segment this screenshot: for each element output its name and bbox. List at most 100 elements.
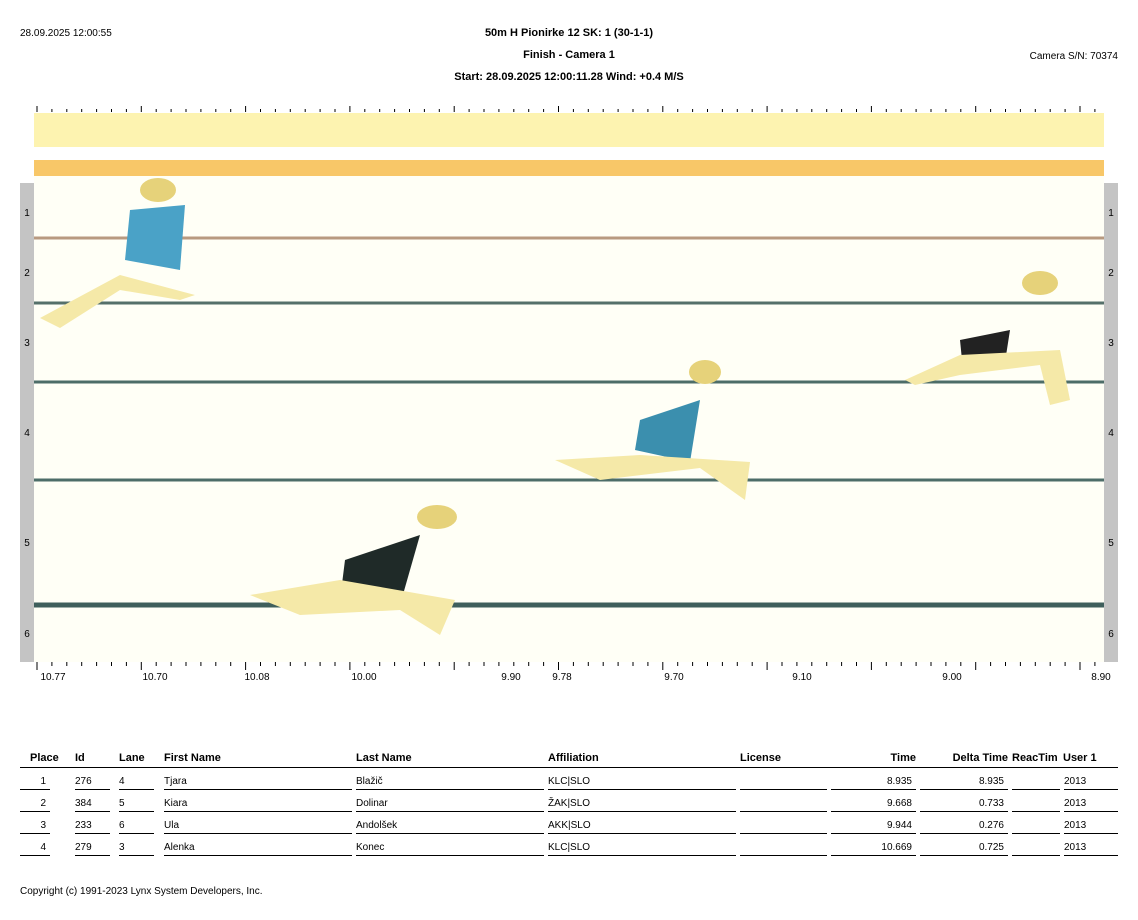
cell-underline (1012, 811, 1060, 812)
cell-lane: 3 (119, 842, 125, 853)
cell-first: Alenka (164, 842, 195, 853)
cell-underline (1064, 833, 1118, 834)
cell-underline (356, 855, 544, 856)
cell-underline (1064, 789, 1118, 790)
athlete-lane-6 (250, 505, 457, 635)
column-header: Last Name (356, 752, 412, 764)
cell-underline (740, 855, 827, 856)
cell-underline (119, 833, 154, 834)
column-header: ReacTim (1012, 752, 1058, 764)
lane-number: 6 (1108, 629, 1114, 640)
lane-number: 6 (24, 629, 30, 640)
cell-underline (548, 855, 736, 856)
column-header: First Name (164, 752, 221, 764)
cell-underline (920, 833, 1008, 834)
cell-underline (920, 811, 1008, 812)
lane-marker-left (20, 183, 34, 662)
time-axis-label: 10.77 (40, 672, 66, 683)
header-underline (20, 767, 1118, 768)
cell-underline (164, 833, 352, 834)
cell-underline (740, 811, 827, 812)
cell-underline (920, 789, 1008, 790)
lane-number: 3 (24, 338, 30, 349)
cell-underline (548, 789, 736, 790)
cell-underline (75, 811, 110, 812)
cell-underline (831, 855, 916, 856)
column-header: User 1 (1063, 752, 1097, 764)
cell-underline (1012, 789, 1060, 790)
column-header: Id (75, 752, 85, 764)
athlete-lane-4 (905, 271, 1070, 405)
cell-underline (740, 833, 827, 834)
cell-underline (1064, 811, 1118, 812)
top-ruler (36, 106, 1096, 112)
lane-number: 2 (24, 268, 30, 279)
cell-underline (1012, 833, 1060, 834)
cell-place: 2 (40, 798, 46, 809)
column-header: Affiliation (548, 752, 599, 764)
cell-first: Kiara (164, 798, 188, 809)
column-header: License (740, 752, 781, 764)
cell-time: 8.935 (886, 776, 912, 787)
cell-underline (164, 789, 352, 790)
cell-first: Tjara (164, 776, 187, 787)
lane-number: 3 (1108, 338, 1114, 349)
cell-place: 4 (40, 842, 46, 853)
cell-underline (20, 789, 50, 790)
cell-underline (1064, 855, 1118, 856)
cell-underline (164, 811, 352, 812)
column-header: Time (890, 752, 916, 764)
athlete-lane-5 (555, 360, 750, 500)
cell-user1: 2013 (1064, 820, 1087, 831)
lane-marker-right (1104, 183, 1118, 662)
cell-underline (831, 789, 916, 790)
cell-id: 276 (75, 776, 92, 787)
cell-user1: 2013 (1064, 798, 1087, 809)
column-header: Lane (119, 752, 145, 764)
cell-lane: 5 (119, 798, 125, 809)
cell-underline (920, 855, 1008, 856)
cell-underline (119, 789, 154, 790)
column-header: Delta Time (952, 752, 1008, 764)
cell-last: Blažič (356, 776, 383, 787)
column-header: Place (30, 752, 59, 764)
bottom-ruler (36, 662, 1096, 670)
finish-image[interactable] (0, 100, 1138, 680)
time-axis-label: 10.00 (351, 672, 377, 683)
cell-delta: 0.276 (978, 820, 1004, 831)
athlete-lane-3 (40, 178, 195, 328)
cell-underline (356, 811, 544, 812)
cell-last: Konec (356, 842, 385, 853)
cell-delta: 0.733 (978, 798, 1004, 809)
cell-underline (548, 811, 736, 812)
cell-id: 279 (75, 842, 92, 853)
cell-underline (740, 789, 827, 790)
time-axis-label: 10.70 (142, 672, 168, 683)
event-title: 50m H Pionirke 12 SK: 1 (30-1-1) (484, 27, 654, 39)
lane-number: 1 (24, 208, 30, 219)
cell-underline (119, 855, 154, 856)
cell-first: Ula (164, 820, 180, 831)
cell-underline (75, 789, 110, 790)
cell-underline (20, 811, 50, 812)
cell-underline (75, 833, 110, 834)
cell-underline (20, 855, 50, 856)
track-area (34, 176, 1104, 662)
cell-affiliation: KLC|SLO (548, 842, 591, 853)
cell-underline (356, 833, 544, 834)
cell-delta: 8.935 (978, 776, 1004, 787)
time-axis-label: 9.90 (501, 672, 521, 683)
cell-underline (548, 833, 736, 834)
cell-underline (831, 811, 916, 812)
printed-timestamp: 28.09.2025 12:00:55 (20, 28, 112, 39)
cell-last: Andolšek (356, 820, 398, 831)
cell-id: 384 (75, 798, 92, 809)
cell-place: 3 (40, 820, 46, 831)
cell-user1: 2013 (1064, 842, 1087, 853)
cell-underline (164, 855, 352, 856)
cell-underline (1012, 855, 1060, 856)
cell-place: 1 (40, 776, 46, 787)
orange-band (34, 160, 1104, 176)
cell-delta: 0.725 (978, 842, 1004, 853)
